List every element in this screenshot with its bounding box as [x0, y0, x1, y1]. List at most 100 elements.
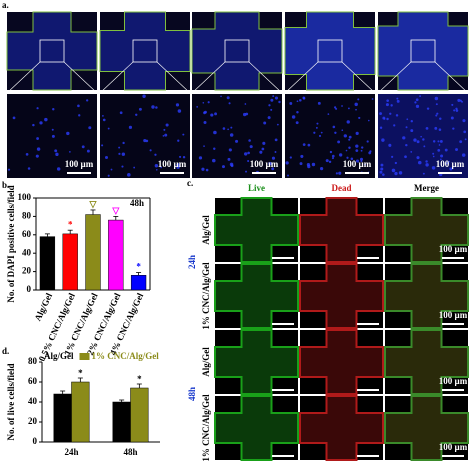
nucleus — [151, 105, 155, 109]
bar — [71, 381, 90, 443]
y-tick-label: 60 — [22, 229, 32, 239]
nucleus — [182, 133, 185, 136]
nucleus — [379, 126, 383, 129]
column-header: Merge — [414, 183, 439, 193]
nucleus — [380, 163, 384, 167]
row-label: Alg/Gel — [201, 347, 211, 377]
significance: ▽ — [89, 199, 98, 209]
nucleus — [295, 121, 299, 125]
nucleus — [343, 134, 347, 138]
channel — [214, 263, 299, 329]
nucleus — [452, 127, 455, 130]
y-tick-label: 40 — [28, 396, 38, 406]
nucleus — [56, 167, 61, 171]
nucleus — [155, 168, 158, 171]
nucleus — [405, 143, 408, 147]
nucleus — [422, 172, 425, 175]
nucleus — [25, 153, 29, 156]
channel — [191, 11, 283, 91]
nucleus — [247, 151, 250, 155]
nucleus — [437, 140, 440, 143]
nucleus — [300, 154, 304, 158]
nucleus — [88, 126, 92, 130]
nucleus — [213, 130, 217, 135]
nucleus — [220, 95, 222, 98]
channel — [299, 329, 384, 395]
nucleus — [230, 126, 233, 129]
nucleus — [311, 162, 316, 167]
nucleus — [107, 127, 110, 130]
nucleus — [107, 174, 110, 177]
nucleus — [154, 164, 159, 168]
nucleus — [39, 121, 43, 125]
channel — [99, 11, 191, 91]
scale-label: 100 µm — [343, 159, 372, 169]
nucleus — [459, 99, 462, 102]
column-label: 2% CNC/Alg/Gel — [296, 0, 364, 10]
nucleus — [196, 105, 199, 108]
zoom-box — [317, 39, 343, 63]
nucleus — [358, 116, 361, 120]
nucleus — [36, 107, 39, 110]
nucleus — [268, 161, 272, 166]
nucleus — [261, 147, 265, 151]
nucleus — [110, 168, 113, 171]
nucleus — [355, 144, 359, 148]
nucleus — [210, 113, 214, 117]
nucleus — [361, 146, 364, 149]
nucleus — [402, 136, 406, 140]
nucleus — [335, 172, 338, 175]
nucleus — [143, 139, 147, 143]
nucleus — [328, 160, 332, 164]
nucleus — [296, 110, 299, 114]
nucleus — [86, 99, 89, 102]
nucleus — [360, 149, 363, 152]
nucleus — [36, 147, 41, 151]
nucleus — [128, 125, 133, 129]
column-header: Live — [248, 183, 265, 193]
nucleus — [121, 152, 126, 156]
nucleus — [177, 139, 180, 142]
nucleus — [405, 126, 408, 129]
nucleus — [320, 167, 324, 171]
nucleus — [355, 131, 359, 135]
legend-label: Alg/Gel — [44, 351, 74, 361]
nucleus — [135, 113, 138, 116]
nucleus — [163, 128, 166, 131]
zoom-line — [377, 61, 412, 94]
nucleus — [453, 109, 456, 112]
nucleus — [438, 144, 441, 146]
nucleus — [357, 98, 360, 101]
nucleus — [398, 171, 403, 175]
nucleus — [244, 103, 247, 105]
nucleus — [432, 152, 435, 155]
y-tick-label: 60 — [28, 376, 38, 386]
row-label: 1% CNC/Alg/Gel — [201, 394, 211, 462]
nucleus — [423, 145, 426, 148]
bar — [108, 219, 124, 291]
nucleus — [235, 139, 239, 143]
column-label: 0.5% CNC/Alg/Gel — [108, 0, 182, 10]
nucleus — [449, 167, 453, 171]
nucleus — [268, 104, 271, 107]
nucleus — [7, 168, 11, 171]
nucleus — [175, 103, 180, 107]
nucleus — [262, 141, 266, 145]
significance: * — [68, 219, 73, 229]
time-label: 48h — [187, 387, 197, 401]
nucleus — [307, 143, 311, 147]
nucleus — [404, 155, 407, 159]
nucleus — [299, 98, 302, 102]
nucleus — [212, 158, 216, 163]
nucleus — [214, 112, 217, 116]
panel-label: d. — [2, 346, 9, 356]
y-tick-label: 20 — [28, 416, 38, 426]
nucleus — [369, 150, 372, 153]
nucleus — [333, 106, 337, 109]
nucleus — [44, 117, 48, 122]
nucleus — [435, 114, 438, 117]
nucleus — [464, 138, 467, 141]
column-label: 1% CNC/Alg/Gel — [203, 0, 271, 10]
nucleus — [299, 162, 303, 166]
nucleus — [434, 126, 438, 130]
